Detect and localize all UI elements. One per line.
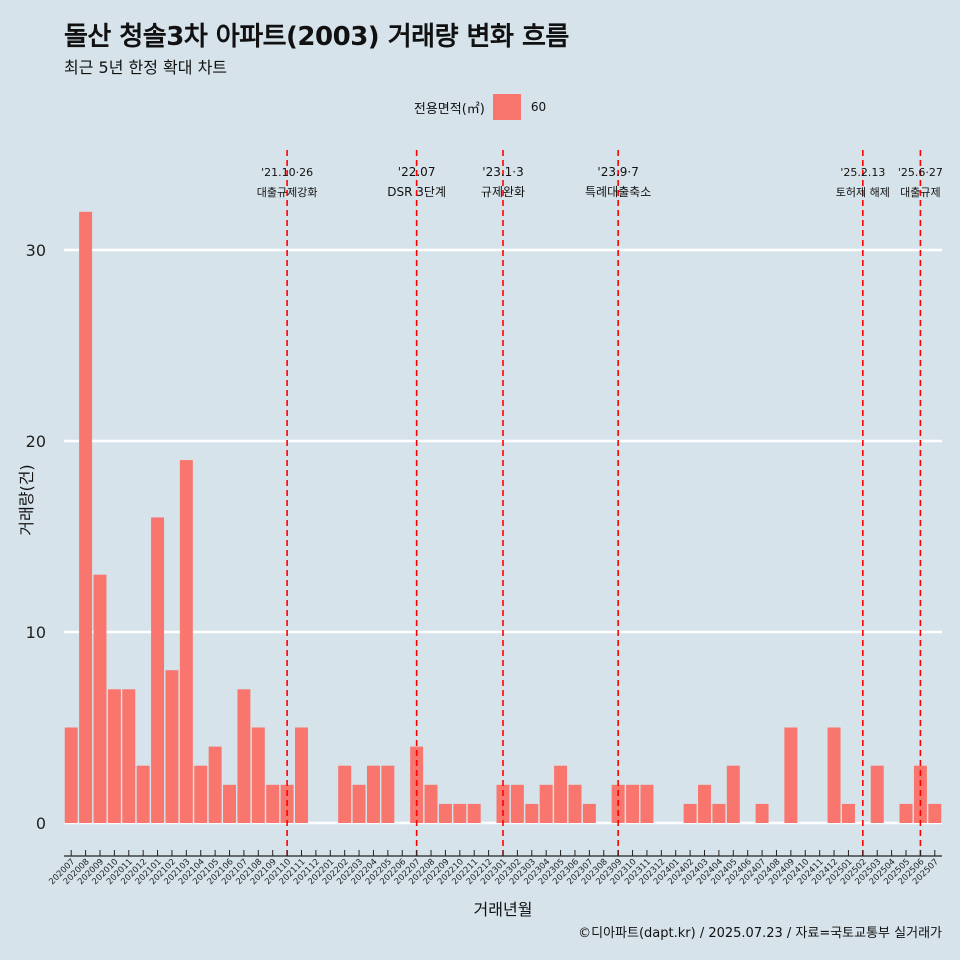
legend-label: 60: [530, 100, 547, 114]
bar-202405: [726, 765, 740, 823]
bar-202304: [539, 784, 553, 823]
bar-202101: [151, 517, 165, 823]
y-tick-label: 30: [26, 241, 46, 260]
bar-202409: [784, 727, 798, 823]
bar-202007: [64, 727, 78, 823]
bar-202107: [237, 689, 251, 823]
bar-202402: [683, 803, 697, 823]
event-name-label: 대출규제: [900, 186, 940, 199]
event-name-label: DSR 3단계: [387, 185, 446, 199]
bar-202208: [424, 784, 438, 823]
bar-202501: [841, 803, 855, 823]
bar-202008: [79, 211, 93, 824]
bar-202011: [122, 689, 136, 823]
y-tick-label: 0: [36, 814, 46, 833]
event-name-label: 대출규제강화: [257, 186, 318, 199]
bar-202507: [928, 803, 942, 823]
bar-202310: [626, 784, 640, 823]
event-name-label: 규제완화: [481, 185, 525, 199]
bar-202210: [453, 803, 467, 823]
event-name-label: 특례대출축소: [585, 185, 651, 199]
bar-202209: [438, 803, 452, 823]
bar-202111: [295, 727, 308, 823]
legend-title: 전용면적(㎡): [413, 101, 485, 117]
y-tick-label: 20: [26, 432, 46, 451]
bar-202412: [827, 727, 841, 823]
event-date-label: '23.9·7: [597, 165, 638, 179]
bar-202311: [640, 784, 654, 823]
chart-caption: ©디아파트(dapt.kr) / 2025.07.23 / 자료=국토교통부 실…: [578, 926, 942, 941]
bar-202303: [525, 803, 539, 823]
legend-swatch: [492, 94, 521, 120]
bar-202305: [554, 765, 568, 823]
bar-202012: [136, 765, 150, 823]
x-axis-title: 거래년월: [474, 900, 533, 919]
bar-202404: [712, 803, 726, 823]
bar-202407: [755, 803, 769, 823]
bar-202306: [568, 784, 582, 823]
bar-202105: [208, 746, 222, 823]
bar-202106: [223, 784, 237, 823]
bar-202203: [352, 784, 366, 823]
y-axis-title: 거래량(건): [17, 464, 36, 535]
bar-202505: [899, 803, 913, 823]
y-tick-label: 10: [26, 623, 46, 642]
bar-202205: [381, 765, 395, 823]
bar-202204: [366, 765, 380, 823]
bar-202202: [338, 765, 352, 823]
event-date-label: '25.2.13: [840, 166, 885, 179]
bar-202109: [266, 784, 280, 823]
bar-202102: [165, 670, 179, 823]
chart-subtitle: 최근 5년 한정 확대 차트: [64, 58, 228, 77]
bar-202103: [179, 460, 193, 823]
event-date-label: '25.6·27: [898, 166, 943, 179]
event-date-label: '23.1·3: [482, 165, 523, 179]
bar-202211: [467, 803, 481, 823]
event-date-label: '22.07: [398, 165, 436, 179]
legend: 전용면적(㎡) 60: [0, 94, 960, 120]
bar-202010: [107, 689, 121, 823]
event-name-label: 토허제 해제: [836, 185, 890, 199]
bar-202009: [93, 574, 107, 823]
bar-202302: [510, 784, 524, 823]
chart-title: 돌산 청솔3차 아파트(2003) 거래량 변화 흐름: [64, 22, 569, 52]
bar-202503: [870, 765, 884, 823]
bar-202104: [194, 765, 208, 823]
event-date-label: '21.10·26: [261, 166, 313, 179]
bar-202403: [698, 784, 711, 823]
bar-202307: [582, 803, 596, 823]
bar-202108: [251, 727, 265, 823]
